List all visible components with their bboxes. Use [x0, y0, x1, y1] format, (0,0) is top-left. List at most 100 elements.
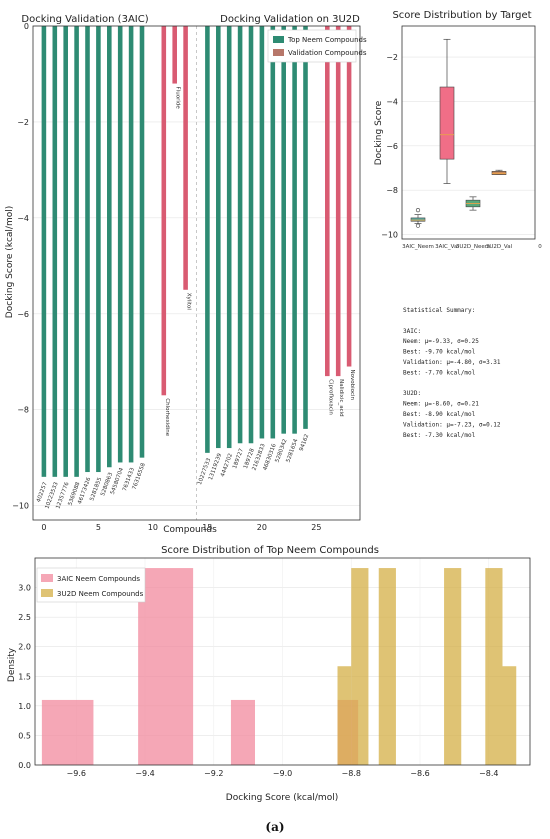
bar-5281654: [292, 26, 297, 434]
compound-label: Fluoride: [175, 87, 181, 110]
stats-line: Best: -8.90 kcal/mol: [403, 411, 476, 418]
y-tick-label: −10: [12, 502, 29, 511]
bar-5280863: [107, 26, 112, 468]
y-tick-label: −8: [17, 406, 29, 415]
hist-bar-3u2d: [378, 568, 396, 765]
hist-y-tick-label: 1.0: [18, 702, 31, 711]
stats-line: 3U2D:: [403, 390, 421, 397]
box-x-tick-label: 3AIC_Val: [435, 244, 459, 250]
stats-line: Validation: μ=-7.23, σ=0.12: [403, 421, 501, 428]
compound-label: Ciprofloxacin: [327, 379, 333, 415]
compound-label: Chlorhexidine: [164, 398, 170, 436]
hist-bar-3aic: [41, 699, 94, 765]
bar-fluoride: [172, 26, 177, 84]
y-tick-label: −6: [17, 310, 29, 319]
box-x-tick-label: 3AIC_Neem: [402, 244, 434, 250]
hist-bar-3u2d: [444, 568, 462, 765]
legend-swatch-neem: [273, 36, 284, 43]
compound-label: 94162: [299, 434, 311, 452]
bar-189728: [248, 26, 254, 444]
hist-x-tick-label: −8.6: [410, 769, 429, 778]
bar-4442702: [226, 26, 232, 449]
box-y-axis-label: Docking Score: [374, 100, 384, 165]
hist-legend: 3AIC Neem Compounds 3U2D Neem Compounds: [36, 567, 146, 603]
bar-46173426: [85, 26, 90, 473]
box-3aic_val: [439, 86, 455, 160]
hist-plot-frame: [34, 557, 531, 766]
y-tick-label: −2: [17, 118, 29, 127]
hist-y-tick-label: 0.0: [18, 761, 31, 770]
bar-xylitol: [183, 26, 188, 290]
bar-ciprofloxacin: [325, 26, 330, 377]
box-x-tick-label: 3U2D_Val: [486, 244, 513, 250]
chart-title-3aic: Docking Validation (3AIC): [21, 14, 148, 25]
hist-x-tick-label: −9.2: [204, 769, 223, 778]
bar-10227533: [205, 26, 210, 453]
bar-5280342: [281, 26, 286, 434]
stats-line: Neem: μ=-9.33, σ=0.25: [403, 338, 479, 345]
hist-x-tick-label: −8.8: [342, 769, 361, 778]
hist-y-axis-label: Density: [7, 647, 17, 682]
box-y-tick-label: −4: [386, 97, 398, 106]
x-tick-label: 20: [257, 523, 267, 532]
bar-5281855: [96, 26, 101, 473]
bar-402257: [41, 26, 47, 477]
hist-x-tick-label: −9.4: [135, 769, 154, 778]
box-x-extra-tick: 0: [538, 244, 542, 250]
bar-76316558: [139, 26, 145, 458]
box-y-tick-label: −2: [386, 53, 398, 62]
chart-title-3u2d: Docking Validation on 3U2D: [220, 14, 360, 25]
box-3aic_neem: [410, 217, 426, 222]
hist-x-tick-label: −8.4: [479, 769, 498, 778]
legend-label-validation: Validation Compounds: [288, 49, 367, 57]
bar-5369088: [74, 26, 79, 477]
bar-21632833: [259, 26, 265, 439]
bar-10223533: [52, 26, 58, 477]
x-tick-label: 0: [41, 523, 46, 532]
histogram-chart: Score Distribution of Top Neem Compounds…: [7, 545, 531, 803]
hist-legend-swatch-3aic: [41, 574, 53, 582]
box-3u2d_val: [491, 171, 507, 175]
stats-line: Best: -9.70 kcal/mol: [403, 349, 476, 356]
x-tick-label: 5: [96, 523, 101, 532]
hist-y-tick-label: 2.0: [18, 643, 31, 652]
x-tick-label: 25: [311, 523, 321, 532]
hist-y-tick-label: 1.5: [18, 672, 31, 681]
box-outlier: [415, 208, 421, 213]
box-outlier: [415, 223, 421, 228]
box-chart-title: Score Distribution by Target: [392, 10, 531, 21]
hist-bar-3u2d: [337, 666, 352, 765]
stats-line: Neem: μ=-8.60, σ=0.21: [403, 401, 479, 408]
stats-line: Statistical Summary:: [403, 307, 475, 314]
bar-chlorhexidine: [161, 26, 167, 396]
x-tick-label: 15: [202, 523, 212, 532]
compound-label: Nalidixic_acid: [338, 379, 344, 417]
stats-line: 3AIC:: [403, 328, 421, 335]
hist-y-tick-label: 0.5: [18, 731, 31, 740]
box-y-tick-label: −10: [381, 231, 398, 240]
bar-novobiocin: [346, 26, 352, 367]
y-axis-label: Docking Score (kcal/mol): [5, 206, 15, 318]
hist-bar-3aic: [138, 568, 194, 765]
box-x-tick-label: 3U2D_Neem: [456, 244, 490, 250]
bar-7631433: [128, 26, 134, 463]
hist-x-tick-label: −9.6: [67, 769, 86, 778]
bar-13119239: [216, 26, 221, 449]
y-tick-label: −4: [17, 214, 29, 223]
bar-54580704: [117, 26, 123, 463]
compound-label: 76316558: [132, 462, 147, 491]
bar-94162: [303, 26, 308, 429]
hist-legend-label-3aic: 3AIC Neem Compounds: [57, 575, 140, 583]
hist-y-tick-label: 3.0: [18, 584, 31, 593]
x-axis-label: Compounds: [163, 525, 217, 535]
stats-line: Best: -7.70 kcal/mol: [403, 369, 476, 376]
hist-bar-3u2d: [351, 568, 369, 765]
bar-46830316: [270, 26, 276, 439]
box-y-tick-label: −6: [386, 142, 398, 151]
statistical-summary: Statistical Summary: 3AIC: Neem: μ=-9.33,…: [403, 307, 501, 439]
hist-legend-swatch-3u2d: [41, 589, 53, 597]
hist-x-tick-label: −9.0: [273, 769, 292, 778]
compound-label: Novobiocin: [349, 370, 355, 401]
hist-bar-3aic: [230, 699, 255, 765]
